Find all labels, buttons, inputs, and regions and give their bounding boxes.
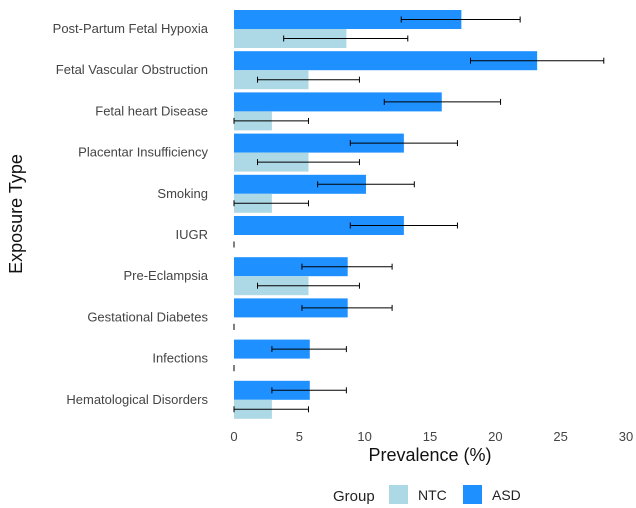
category-label-pre-eclampsia: Pre-Eclampsia — [123, 268, 208, 283]
x-axis-ticks: 0 5 10 15 20 25 30 — [230, 429, 633, 444]
legend-swatch-ntc — [389, 485, 408, 504]
errorbar-ntc-pre-eclampsia — [257, 282, 360, 289]
errorbar-ntc-fetal-heart-disease — [233, 117, 309, 124]
errorbar-asd-fetal-vascular-obstruction — [470, 57, 605, 64]
x-tick-label-20: 20 — [488, 429, 502, 444]
legend: Group NTC ASD — [333, 485, 521, 505]
x-tick-label-15: 15 — [423, 429, 437, 444]
bar-asd-post-partum-fetal-hypoxia — [234, 10, 462, 29]
errorbar-asd-post-partum-fetal-hypoxia — [400, 16, 521, 23]
errorbar-asd-iugr — [349, 222, 458, 229]
x-tick-label-30: 30 — [619, 429, 633, 444]
x-axis-title: Prevalence (%) — [368, 445, 491, 465]
legend-title: Group — [333, 488, 375, 505]
errorbar-asd-pre-eclampsia — [301, 263, 393, 270]
errorbar-ntc-post-partum-fetal-hypoxia — [283, 35, 409, 42]
errorbar-asd-hematological-disorders — [271, 387, 347, 394]
x-tick-label-5: 5 — [296, 429, 303, 444]
x-tick-label-10: 10 — [357, 429, 371, 444]
category-labels: Post-Partum Fetal Hypoxia Fetal Vascular … — [53, 21, 209, 407]
category-label-infections: Infections — [152, 351, 208, 366]
bar-asd-pre-eclampsia — [234, 257, 348, 277]
bar-asd-iugr — [234, 216, 404, 235]
category-label-gestational-diabetes: Gestational Diabetes — [87, 309, 208, 324]
category-label-fetal-heart-disease: Fetal heart Disease — [95, 103, 208, 118]
legend-swatch-asd — [463, 485, 482, 504]
bar-asd-fetal-heart-disease — [234, 92, 442, 112]
errorbar-asd-fetal-heart-disease — [383, 98, 502, 105]
bar-asd-fetal-vascular-obstruction — [234, 51, 538, 71]
legend-label-asd: ASD — [492, 487, 521, 503]
bar-asd-gestational-diabetes — [234, 298, 348, 318]
y-axis-title: Exposure Type — [6, 154, 26, 274]
category-label-fetal-vascular-obstruction: Fetal Vascular Obstruction — [56, 62, 208, 77]
category-label-post-partum-fetal-hypoxia: Post-Partum Fetal Hypoxia — [53, 21, 209, 36]
category-label-hematological-disorders: Hematological Disorders — [66, 392, 208, 407]
plot-area — [233, 10, 605, 419]
errorbar-asd-gestational-diabetes — [301, 304, 393, 311]
errorbar-ntc-smoking — [233, 200, 309, 207]
x-tick-label-0: 0 — [230, 429, 237, 444]
errorbar-asd-smoking — [317, 181, 415, 188]
errorbar-asd-infections — [271, 346, 347, 353]
errorbar-ntc-hematological-disorders — [233, 406, 309, 413]
errorbar-ntc-fetal-vascular-obstruction — [257, 76, 360, 83]
errorbar-asd-placentar-insufficiency — [349, 140, 458, 147]
bar-asd-placentar-insufficiency — [234, 133, 404, 153]
x-tick-label-25: 25 — [553, 429, 567, 444]
legend-label-ntc: NTC — [418, 487, 447, 503]
category-label-iugr: IUGR — [176, 227, 209, 242]
bar-asd-smoking — [234, 174, 366, 194]
errorbar-ntc-placentar-insufficiency — [257, 159, 360, 166]
category-label-placentar-insufficiency: Placentar Insufficiency — [78, 145, 208, 160]
category-label-smoking: Smoking — [157, 186, 208, 201]
